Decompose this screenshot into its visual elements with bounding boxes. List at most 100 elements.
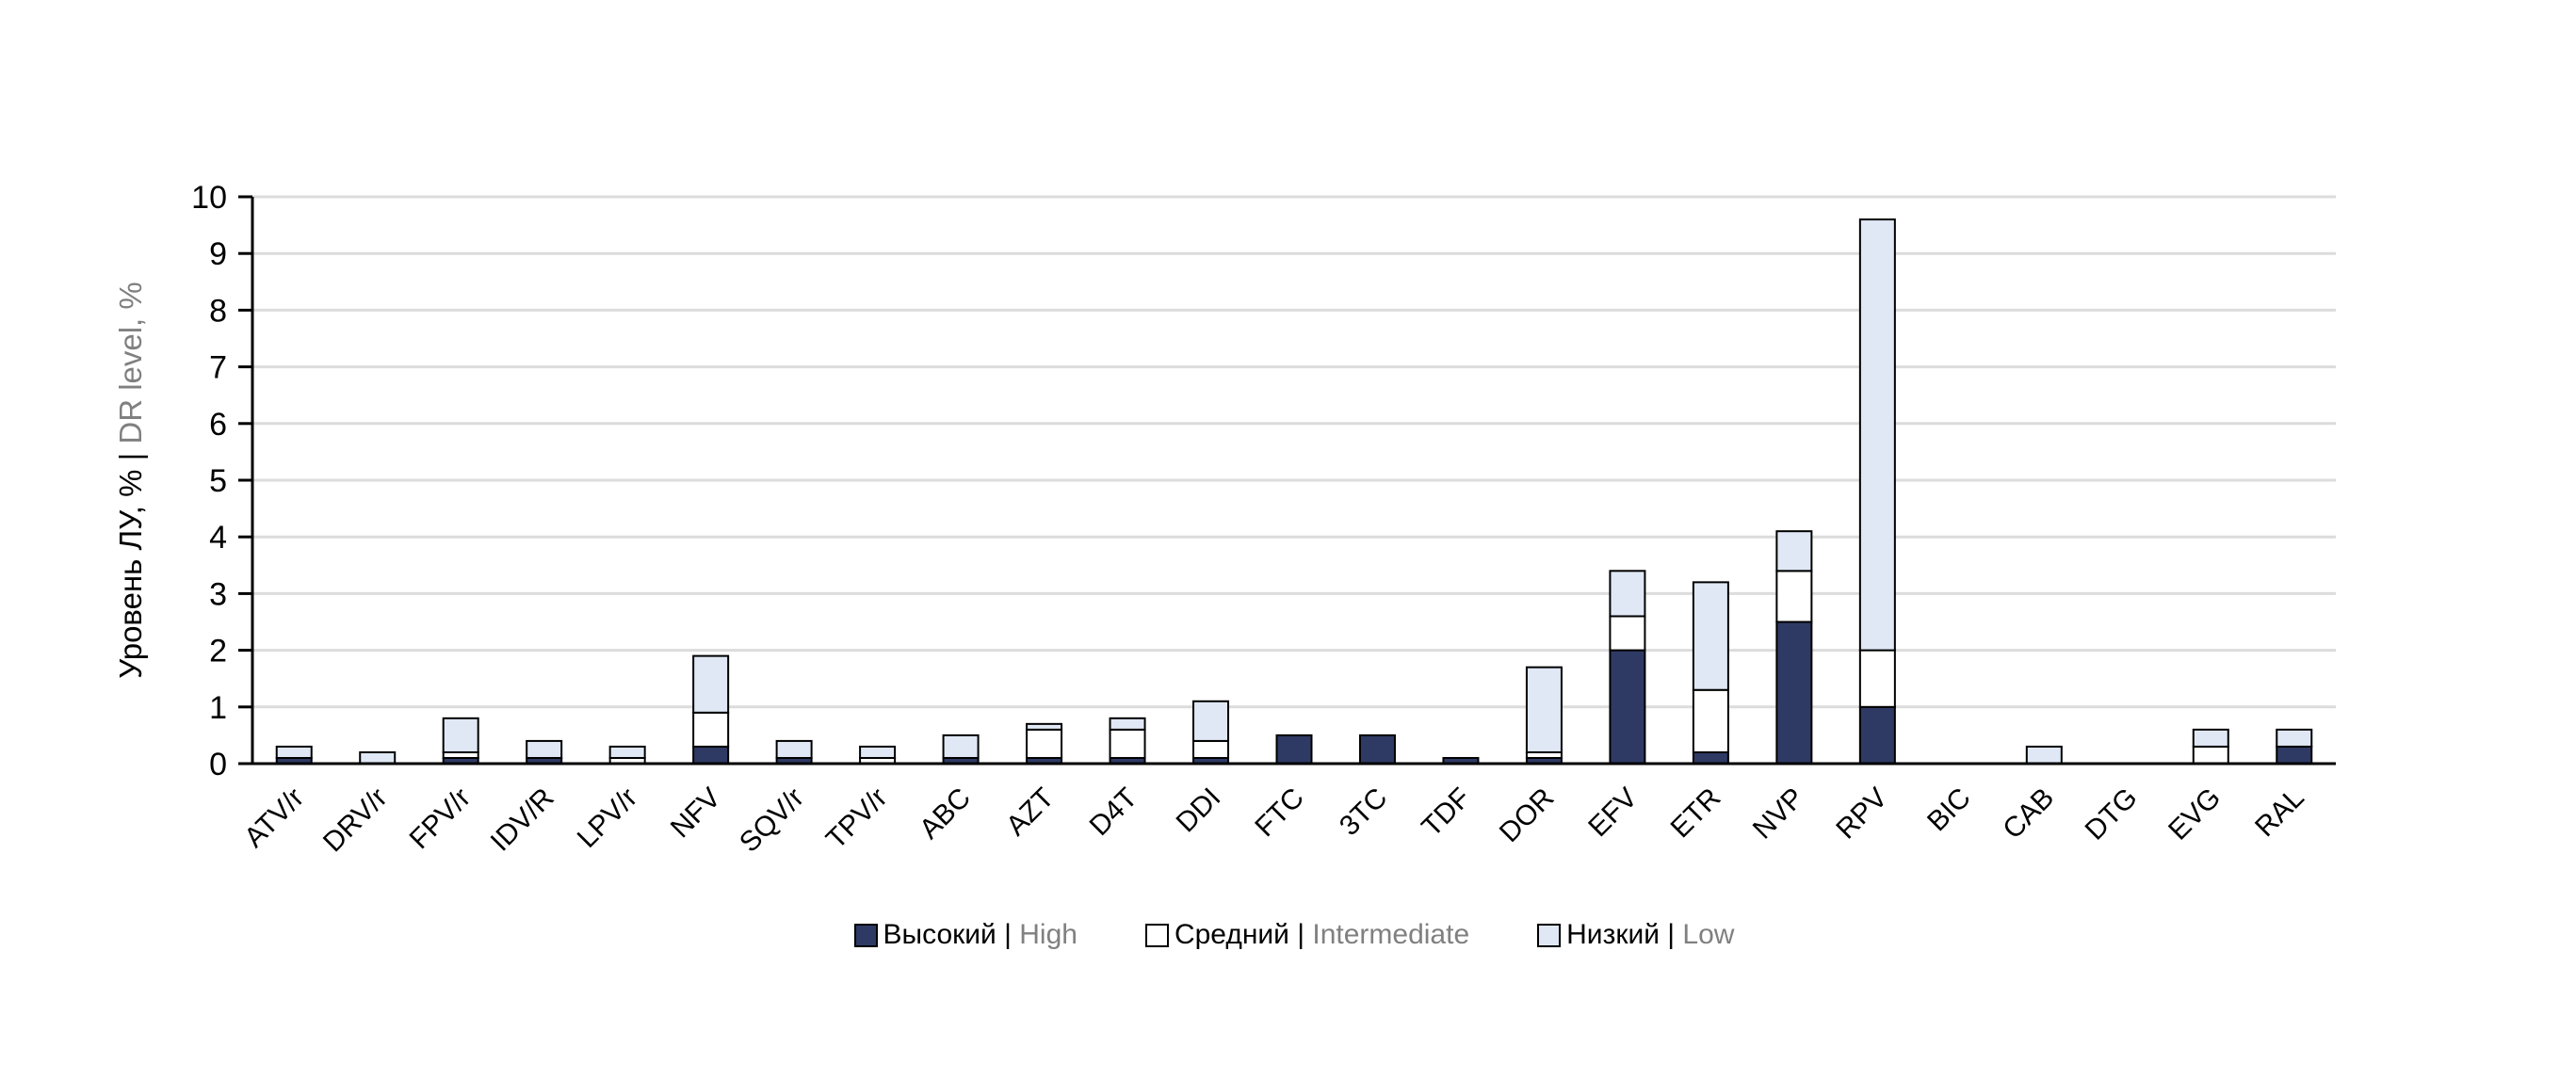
- bar-NFV: [692, 654, 730, 766]
- x-category-label-D4T: D4T: [1084, 782, 1143, 842]
- bar-segment-intermediate-RPV: [1858, 649, 1896, 708]
- bar-ETR: [1692, 581, 1729, 766]
- legend-item-low: Низкий | Low: [1537, 919, 1734, 951]
- bar-SQVr: [775, 739, 813, 765]
- legend-label-ru-high: Высокий |: [883, 919, 1020, 950]
- x-category-label-FPVr: FPV/r: [404, 782, 478, 856]
- bar-EVG: [2192, 728, 2229, 766]
- x-category-label-DTG: DTG: [2080, 782, 2144, 846]
- bar-segment-low-CAB: [2025, 745, 2063, 766]
- legend-label-ru-intermediate: Средний |: [1174, 919, 1313, 950]
- bar-segment-low-DDI: [1192, 700, 1230, 742]
- bar-segment-low-ATVr: [275, 745, 313, 759]
- legend-item-intermediate: Средний | Intermediate: [1144, 919, 1470, 951]
- bar-RAL: [2276, 728, 2313, 766]
- x-category-label-NVP: NVP: [1747, 782, 1810, 846]
- x-category-label-NFV: NFV: [665, 782, 727, 845]
- legend-label-en-high: High: [1019, 919, 1077, 950]
- y-axis-title-ru: Уровень ЛУ, % |: [113, 444, 148, 679]
- x-category-label-IDVR: IDV/R: [485, 782, 560, 858]
- bar-segment-low-NFV: [692, 654, 730, 714]
- y-tick-label-9: 9: [209, 236, 227, 272]
- bar-segment-intermediate-EVG: [2192, 745, 2229, 766]
- y-tick-label-0: 0: [209, 747, 227, 782]
- bar-segment-intermediate-AZT: [1026, 728, 1063, 759]
- bar-segment-low-RAL: [2276, 728, 2313, 748]
- x-category-label-DRVr: DRV/r: [317, 782, 394, 859]
- x-category-label-BIC: BIC: [1921, 782, 1977, 838]
- bar-segment-low-FPVr: [442, 717, 479, 753]
- x-category-label-CAB: CAB: [1997, 782, 2060, 846]
- bar-FTC: [1275, 733, 1313, 766]
- bar-segment-high-RAL: [2276, 745, 2313, 766]
- bar-segment-intermediate-ETR: [1692, 688, 1729, 753]
- bar-segment-low-AZT: [1026, 722, 1063, 731]
- y-tick-label-8: 8: [209, 293, 227, 329]
- y-tick-label-10: 10: [191, 180, 227, 216]
- bar-DOR: [1525, 666, 1563, 765]
- bar-NVP: [1775, 530, 1813, 765]
- y-tick-label-2: 2: [209, 634, 227, 669]
- bar-ATVr: [275, 745, 313, 765]
- bar-segment-low-NVP: [1775, 530, 1813, 572]
- x-category-label-AZT: AZT: [1000, 782, 1060, 842]
- y-tick-label-7: 7: [209, 350, 227, 386]
- bar-DDI: [1192, 700, 1230, 765]
- bar-IDVR: [526, 739, 563, 765]
- x-category-label-RPV: RPV: [1830, 782, 1893, 846]
- y-tick-label-4: 4: [209, 520, 227, 556]
- bar-segment-low-D4T: [1109, 717, 1146, 731]
- x-category-label-DOR: DOR: [1494, 782, 1560, 848]
- x-category-label-TDF: TDF: [1416, 782, 1477, 844]
- legend-swatch-intermediate: [1144, 923, 1169, 947]
- bar-segment-high-ETR: [1692, 750, 1729, 766]
- y-tick-label-3: 3: [209, 576, 227, 612]
- legend-item-high: Высокий | High: [853, 919, 1077, 951]
- bar-segment-high-NFV: [692, 745, 730, 766]
- bar-DRVr: [359, 750, 397, 766]
- bar-FPVr: [442, 717, 479, 765]
- y-axis-title: Уровень ЛУ, % | DR level, %: [113, 282, 148, 679]
- bar-segment-low-ETR: [1692, 581, 1729, 691]
- y-tick-label-1: 1: [209, 690, 227, 726]
- bar-segment-low-RPV: [1858, 218, 1896, 652]
- legend: Высокий | High Средний | Intermediate Низк…: [252, 919, 2336, 951]
- bar-segment-low-LPVr: [608, 745, 646, 759]
- bar-3TC: [1358, 733, 1396, 766]
- legend-swatch-low: [1537, 923, 1562, 947]
- bar-segment-low-DOR: [1525, 666, 1563, 753]
- x-category-label-3TC: 3TC: [1334, 782, 1393, 842]
- bar-ABC: [942, 733, 980, 765]
- x-category-label-LPVr: LPV/r: [572, 782, 643, 854]
- bar-D4T: [1109, 717, 1146, 765]
- bar-EFV: [1609, 570, 1646, 765]
- bar-segment-low-SQVr: [775, 739, 813, 759]
- bar-LPVr: [608, 745, 646, 765]
- x-category-label-SQVr: SQV/r: [734, 782, 810, 859]
- bar-segment-low-EVG: [2192, 728, 2229, 748]
- legend-label-en-intermediate: Intermediate: [1312, 919, 1470, 950]
- x-category-label-ATVr: ATV/r: [238, 782, 310, 854]
- legend-label-ru-low: Низкий |: [1566, 919, 1683, 950]
- x-category-label-TPVr: TPV/r: [820, 782, 894, 856]
- legend-label-en-low: Low: [1682, 919, 1735, 950]
- y-axis-title-en: DR level, %: [113, 282, 148, 443]
- y-tick-label-5: 5: [209, 463, 227, 499]
- bar-CAB: [2025, 745, 2063, 766]
- bar-segment-intermediate-NVP: [1775, 570, 1813, 623]
- legend-swatch-high: [853, 923, 878, 947]
- y-tick-label-6: 6: [209, 407, 227, 443]
- bar-TPVr: [859, 745, 897, 765]
- x-category-label-RAL: RAL: [2249, 782, 2310, 844]
- bar-segment-intermediate-EFV: [1609, 615, 1646, 652]
- x-category-label-FTC: FTC: [1249, 782, 1310, 844]
- bar-segment-low-EFV: [1609, 570, 1646, 618]
- x-category-label-EVG: EVG: [2163, 782, 2227, 846]
- bar-segment-high-3TC: [1358, 733, 1396, 766]
- bar-segment-high-EFV: [1609, 649, 1646, 765]
- bar-segment-intermediate-NFV: [692, 711, 730, 748]
- bar-segment-low-DRVr: [359, 750, 397, 766]
- bar-segment-low-ABC: [942, 733, 980, 759]
- x-category-label-ETR: ETR: [1665, 782, 1727, 845]
